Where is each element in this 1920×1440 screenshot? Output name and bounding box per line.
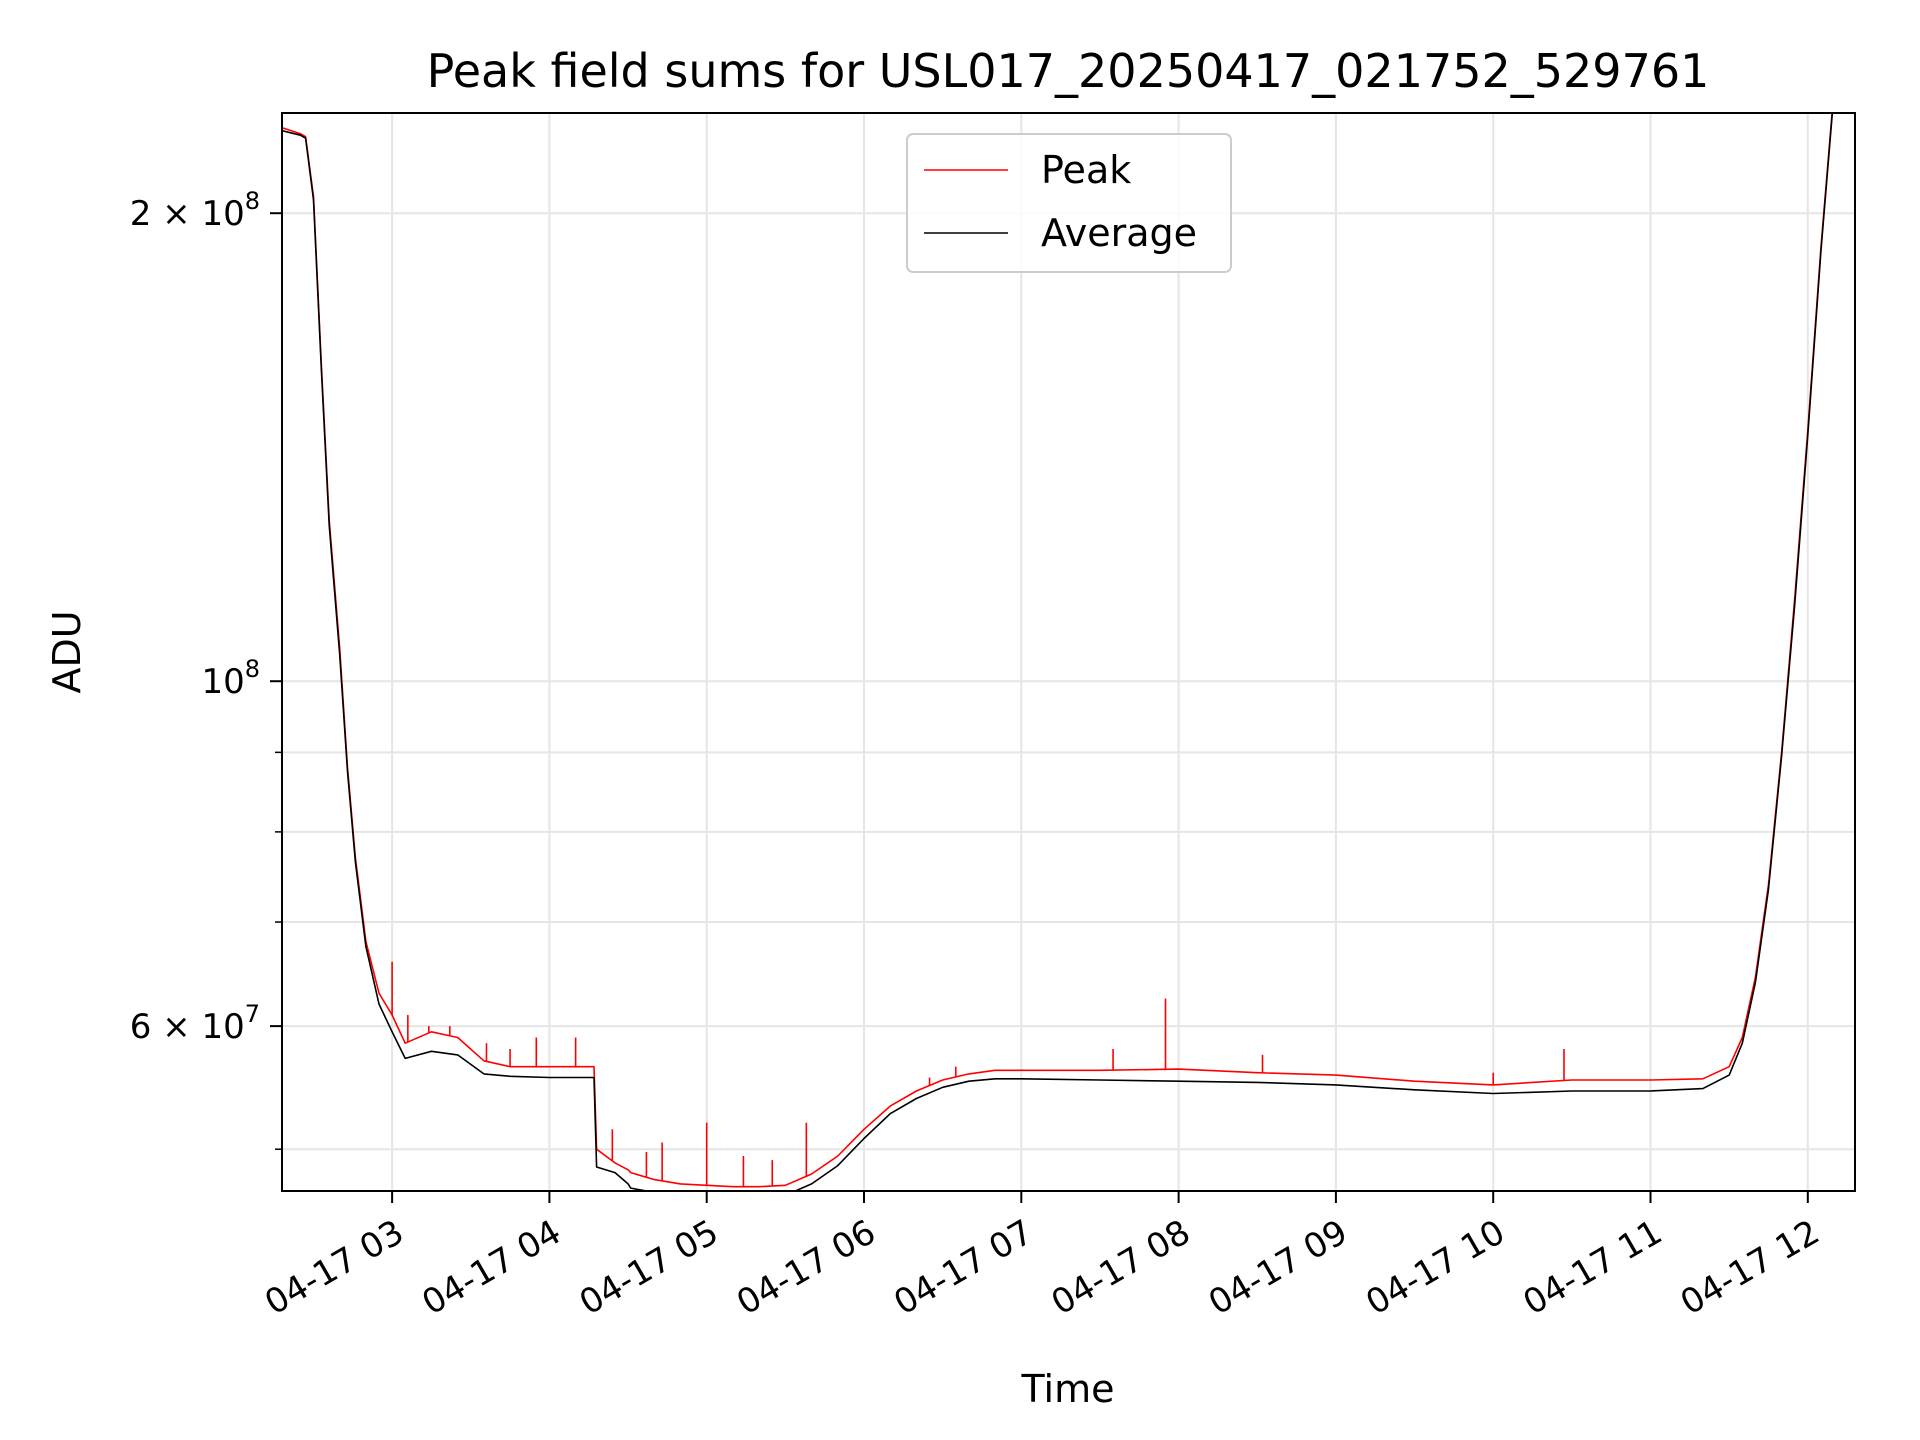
y-axis-label: ADU	[45, 610, 89, 693]
chart-title: Peak field sums for USL017_20250417_0217…	[427, 44, 1710, 98]
x-tick-label: 04-17 12	[1674, 1212, 1826, 1323]
y-tick-label: 6 × 107	[130, 1000, 260, 1047]
plot-frame	[281, 112, 1856, 1192]
series-average	[282, 113, 1834, 1191]
legend-box	[906, 133, 1232, 273]
legend-label-average: Average	[1041, 211, 1197, 255]
x-axis: 04-17 03 04-17 04 04-17 05 04-17 06 04-17 07…	[258, 1191, 1826, 1323]
x-axis-label: Time	[1021, 1367, 1115, 1411]
plot-background	[282, 113, 1855, 1191]
y-tick-label: 108	[201, 655, 260, 702]
legend-label-peak: Peak	[1041, 148, 1131, 192]
y-axis: 2 × 108 108 6 × 107	[130, 187, 282, 1150]
x-tick-label: 04-17 10	[1359, 1212, 1511, 1323]
series-layer	[282, 113, 1834, 1191]
x-tick-label: 04-17 03	[258, 1212, 410, 1323]
x-tick-label: 04-17 11	[1517, 1212, 1669, 1323]
series-line	[282, 113, 1833, 1188]
x-tick-label: 04-17 06	[730, 1212, 882, 1323]
series-peak	[282, 113, 1833, 1188]
legend: Peak Average	[906, 133, 1232, 273]
grid	[282, 113, 1855, 1191]
y-tick-label: 2 × 108	[130, 187, 260, 234]
x-tick-label: 04-17 07	[887, 1212, 1039, 1323]
x-tick-label: 04-17 08	[1045, 1212, 1197, 1323]
x-tick-label: 04-17 04	[416, 1212, 568, 1323]
series-line	[282, 113, 1834, 1191]
x-tick-label: 04-17 09	[1202, 1212, 1354, 1323]
x-tick-label: 04-17 05	[573, 1212, 725, 1323]
